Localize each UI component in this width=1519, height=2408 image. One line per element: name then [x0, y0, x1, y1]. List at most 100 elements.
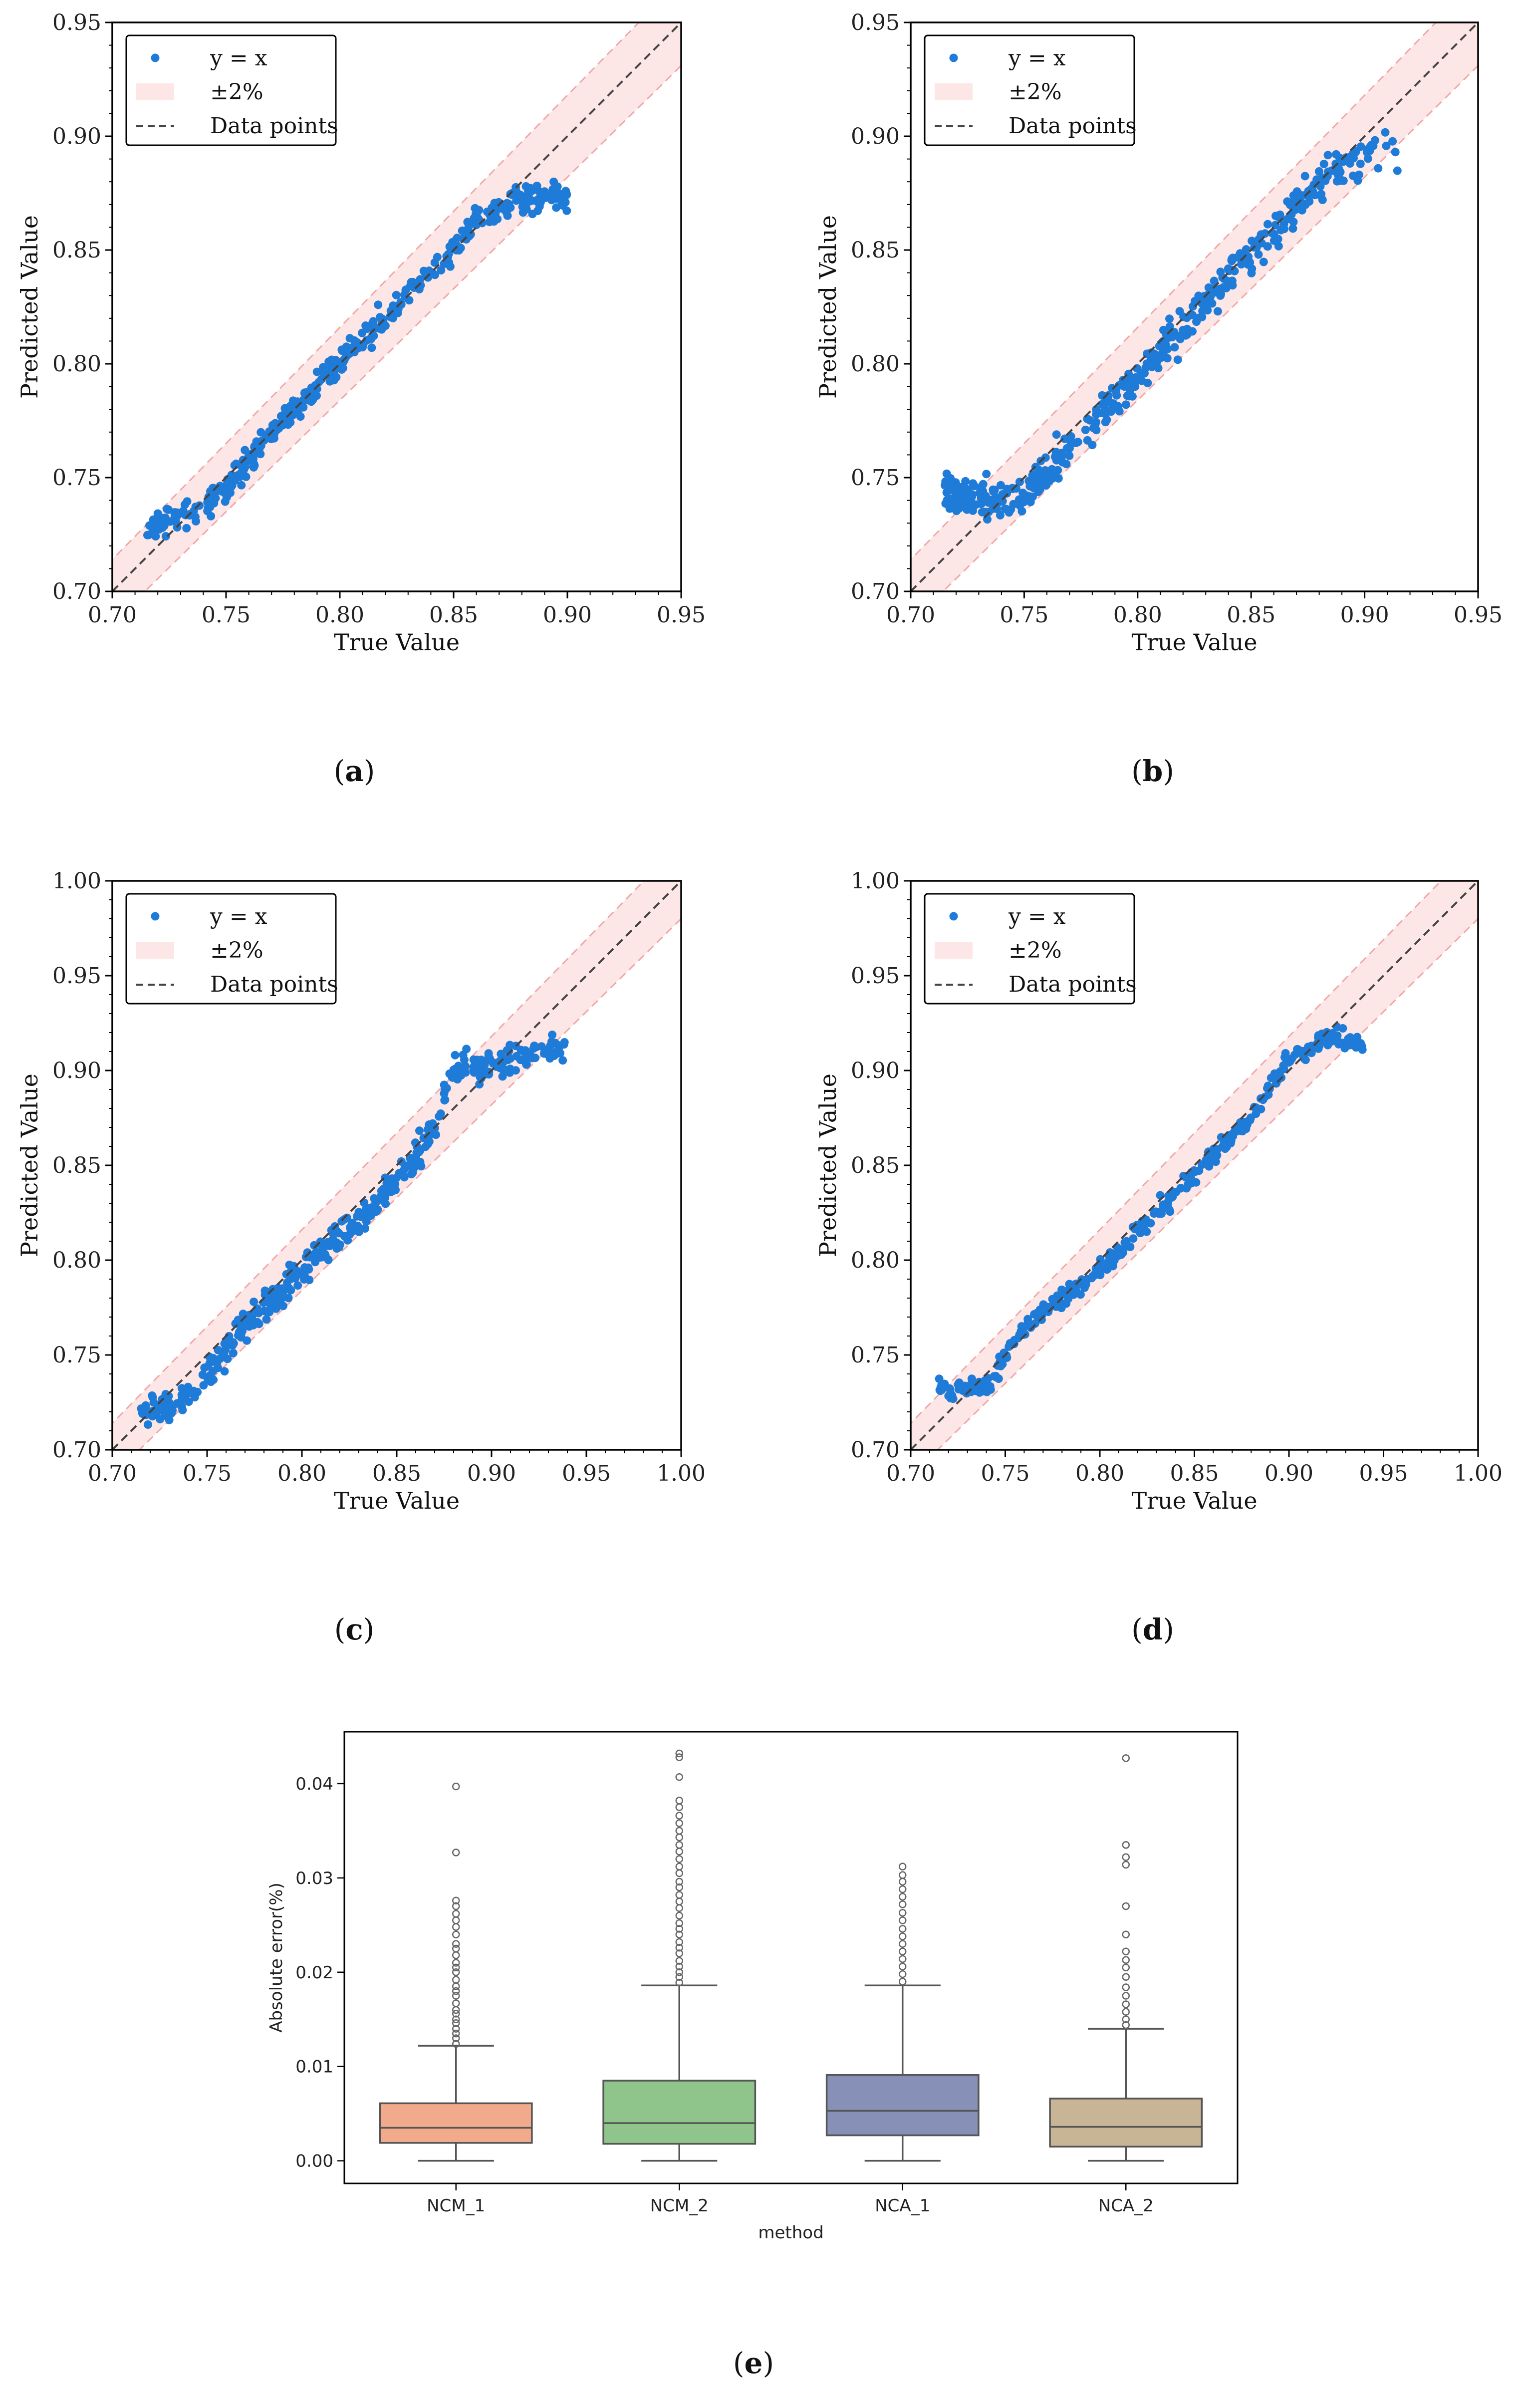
box-panel-e: 0.00 0.01 0.02 0.03 0.04 NCM_1 NCM_2 NCA_1 NCA_2…: [266, 1731, 1239, 2243]
iqr-box: [379, 2102, 533, 2144]
legend-label: ±2%: [1009, 79, 1062, 105]
data-point: [242, 472, 251, 481]
data-point: [1198, 312, 1207, 321]
data-point: [502, 1054, 511, 1063]
data-point: [223, 1354, 232, 1363]
data-point: [1125, 388, 1134, 397]
data-point: [1269, 230, 1278, 239]
data-point: [959, 482, 968, 491]
outlier-point: [899, 1977, 907, 1986]
legend-label: y = x: [210, 904, 267, 929]
data-point: [1319, 160, 1328, 169]
data-point: [140, 1408, 149, 1417]
data-point: [333, 1242, 342, 1251]
data-point: [458, 226, 467, 235]
data-point: [249, 1321, 258, 1330]
outlier-point: [675, 1812, 683, 1820]
outlier-point: [1122, 2000, 1130, 2008]
y-tick-label: 0.00: [295, 2151, 333, 2171]
legend-label: Data points: [210, 972, 338, 997]
outlier-point: [452, 2010, 460, 2018]
outlier-point: [1122, 2015, 1130, 2024]
data-point: [1168, 1192, 1177, 1201]
data-point: [337, 365, 346, 374]
data-point: [465, 232, 474, 241]
data-point: [1205, 1155, 1214, 1164]
iqr-box: [602, 2080, 757, 2145]
data-point: [1184, 1180, 1193, 1189]
outlier-point: [1122, 1983, 1130, 1991]
legend-marker-band: [935, 83, 973, 100]
data-point: [1381, 128, 1390, 137]
legend-label: y = x: [1008, 45, 1066, 71]
data-point: [1176, 1184, 1185, 1192]
data-point: [1098, 400, 1107, 409]
data-point: [977, 494, 986, 503]
data-point: [275, 1286, 284, 1295]
data-point: [249, 463, 258, 472]
data-point: [1121, 1241, 1130, 1250]
legend: y = x ±2% Data points: [924, 34, 1137, 146]
data-point: [952, 507, 961, 516]
x-tick-label: 0.85: [1170, 1461, 1219, 1486]
data-point: [1162, 1204, 1171, 1213]
data-point: [243, 1336, 252, 1345]
data-point: [527, 1054, 536, 1063]
data-point: [1226, 1139, 1235, 1147]
data-point: [189, 1386, 198, 1395]
data-point: [1111, 1251, 1120, 1260]
data-point: [1248, 237, 1257, 246]
outlier-point: [899, 1932, 907, 1940]
data-point: [1192, 1178, 1201, 1187]
outlier-point: [1122, 1963, 1130, 1972]
y-axis-title: Predicted Value: [16, 1073, 43, 1257]
y-tick-label: 0.02: [295, 1963, 333, 1983]
outlier-point: [899, 1871, 907, 1879]
data-point: [1159, 340, 1168, 349]
data-point: [256, 428, 265, 437]
caption-a-letter: a: [345, 754, 364, 788]
band-lower-edge: [937, 917, 1478, 1450]
data-point: [1154, 364, 1163, 373]
data-point: [549, 177, 558, 186]
data-point: [435, 1112, 444, 1121]
data-point: [522, 205, 531, 214]
legend-label: y = x: [1008, 904, 1066, 929]
x-tick-label: 0.90: [1340, 602, 1389, 628]
data-point: [199, 1381, 208, 1390]
data-point: [244, 1312, 253, 1321]
data-point: [342, 342, 351, 351]
data-point: [1081, 425, 1090, 434]
data-point: [1393, 166, 1402, 175]
data-point: [1356, 159, 1365, 168]
outlier-point: [675, 1973, 683, 1981]
x-tick-label: 0.85: [372, 1461, 421, 1486]
data-point: [164, 1413, 173, 1422]
legend-marker-band: [136, 83, 174, 100]
x-tick-label: 0.80: [1113, 602, 1162, 628]
data-point: [395, 1169, 404, 1178]
box-NCM_2: [602, 1749, 757, 2162]
data-point: [1189, 1167, 1198, 1176]
data-point: [1058, 451, 1067, 460]
y-tick-label: 0.80: [851, 351, 900, 377]
data-point: [503, 211, 512, 220]
x-tick-label: NCM_2: [650, 2196, 709, 2216]
legend-label: y = x: [210, 45, 267, 71]
data-point: [1050, 452, 1059, 461]
y-tick-label: 1.00: [851, 868, 900, 894]
data-point: [1060, 434, 1069, 443]
data-point: [533, 207, 542, 215]
data-point: [369, 317, 378, 326]
data-point: [936, 1382, 945, 1391]
data-point: [494, 198, 503, 207]
x-tick-label: 0.70: [886, 602, 935, 628]
data-point: [1317, 190, 1326, 199]
data-point: [204, 503, 213, 512]
data-point: [312, 367, 321, 376]
data-point: [410, 283, 419, 292]
y-tick-label: 0.70: [52, 579, 101, 604]
data-point: [158, 1404, 167, 1413]
outlier-point: [899, 1947, 907, 1955]
